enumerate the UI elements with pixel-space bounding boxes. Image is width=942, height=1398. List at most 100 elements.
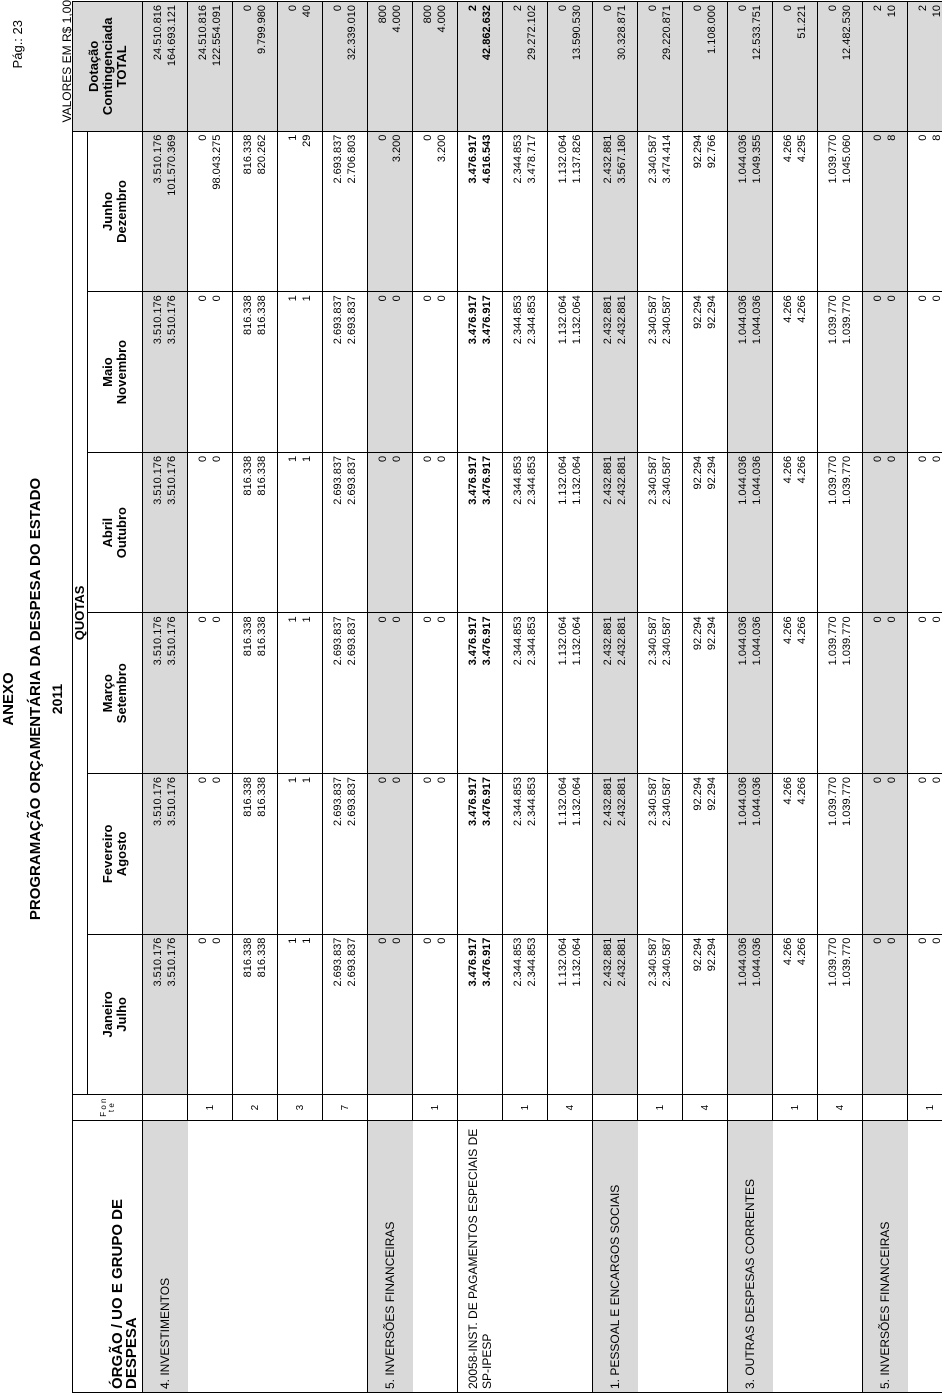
quota-value: 2.432.881 [602, 937, 614, 987]
row-label [772, 1120, 818, 1393]
quota-cell: 1.039.770 1.045.060 [817, 131, 863, 292]
quota-value: 3.510.176 [152, 937, 164, 987]
quota-value: 2.693.837 [346, 616, 358, 666]
quota-cell: 2.432.881 2.432.881 [592, 452, 638, 613]
quota-value: 0 [197, 937, 209, 944]
quota-value: 3.510.176 [152, 295, 164, 345]
total-value: 12.482.530 [841, 5, 853, 61]
total-value: 4.000 [391, 5, 403, 33]
fonte-code: 1 [907, 1094, 942, 1121]
total-cell: 2 29.272.102 [502, 1, 548, 132]
quota-value: 0 [886, 455, 898, 462]
quota-value: 29 [301, 134, 313, 147]
quota-value: 2.693.837 [346, 455, 358, 505]
quota-cell: 1.132.064 1.137.826 [547, 131, 593, 292]
quota-value: 3.474.414 [661, 134, 673, 184]
quota-cell: 3.510.176 3.510.176 [142, 773, 188, 935]
quota-value: 92.294 [706, 937, 718, 972]
quota-value: 816.338 [256, 455, 268, 496]
quota-cell: 0 98.043.275 [187, 131, 233, 292]
quota-value: 92.294 [692, 295, 704, 329]
quota-value: 0 [211, 616, 223, 623]
total-value: 0 [827, 5, 839, 12]
quotas-header: QUOTAS [72, 131, 88, 1095]
total-cell: 0 13.590.530 [547, 1, 593, 132]
quota-value: 0 [917, 616, 929, 623]
quota-value: 0 [436, 616, 448, 623]
quota-value: 3.476.917 [481, 777, 493, 826]
quota-value: 2.344.853 [526, 455, 538, 505]
quota-cell: 1.132.064 1.132.064 [547, 934, 593, 1095]
quota-value: 2.344.853 [526, 616, 538, 666]
quota-value: 0 [377, 455, 389, 462]
quota-cell: 92.294 92.294 [682, 934, 728, 1095]
row-label: 1. PESSOAL E ENCARGOS SOCIAIS [592, 1120, 638, 1393]
expense-group-row: 1. PESSOAL E ENCARGOS SOCIAIS 2.432.881 2.… [592, 1, 638, 1393]
fonte-code: 1 [412, 1094, 458, 1121]
quota-value: 0 [422, 616, 434, 623]
quota-value: 1.049.355 [751, 134, 763, 184]
total-cell: 0 40 [277, 1, 323, 132]
month-header: Março Setembro [87, 612, 143, 774]
quota-cell: 2.693.837 2.693.837 [322, 452, 368, 613]
total-value: 51.221 [796, 5, 808, 39]
total-value: 0 [782, 5, 794, 12]
org-group-header: ÓRGÃO / UO E GRUPO DE DESPESA [72, 1120, 143, 1393]
total-value: 122.554.091 [211, 5, 223, 67]
quota-value: 1.044.036 [751, 616, 763, 666]
quota-cell: 2.344.853 2.344.853 [502, 452, 548, 613]
quota-value: 820.262 [256, 134, 268, 175]
total-value: 13.590.530 [571, 5, 583, 61]
fonte-row: 4 1.039.770 1.039.770 1.039.770 1.039.770 1.0… [817, 1, 863, 1393]
total-cell: 800 4.000 [412, 1, 458, 132]
quota-value: 2.340.587 [661, 777, 673, 826]
fonte-header: F o n t e [72, 1094, 143, 1121]
total-value: 42.862.632 [481, 5, 493, 61]
quota-value: 0 [872, 295, 884, 302]
quota-value: 3.510.176 [166, 455, 178, 505]
quota-value: 0 [422, 777, 434, 784]
quota-cell: 1.044.036 1.044.036 [727, 773, 773, 935]
quota-value: 92.294 [706, 295, 718, 329]
quota-value: 0 [377, 134, 389, 141]
quota-value: 2.432.881 [616, 455, 628, 505]
total-cell: 0 51.221 [772, 1, 818, 132]
total-value: 29.272.102 [526, 5, 538, 61]
quota-cell: 1.044.036 1.044.036 [727, 934, 773, 1095]
total-cell: 0 9.799.980 [232, 1, 278, 132]
quota-value: 2.432.881 [616, 937, 628, 987]
quota-value: 92.294 [706, 616, 718, 651]
quota-value: 2.340.587 [647, 455, 659, 505]
quota-value: 1.039.770 [827, 937, 839, 987]
quota-value: 4.295 [796, 134, 808, 163]
quota-value: 4.266 [796, 777, 808, 805]
quota-value: 2.344.853 [512, 777, 524, 826]
total-cell: 0 32.339.010 [322, 1, 368, 132]
total-value: 40 [301, 5, 313, 18]
quota-value: 3.476.917 [467, 616, 479, 666]
quota-value: 1 [287, 777, 299, 784]
total-value: 1.108.000 [706, 5, 718, 54]
fonte-row: 1 0 0 0 0 0 0 0 0 0 0 0 3.200 800 4.000 [412, 1, 458, 1393]
quota-value: 1.044.036 [751, 295, 763, 345]
total-cell: 0 1.108.000 [682, 1, 728, 132]
page-number: Pág.: 23 [10, 20, 25, 69]
total-value: 2 [917, 5, 929, 12]
quota-value: 3.476.917 [467, 134, 479, 184]
quota-cell: 2.344.853 3.478.717 [502, 131, 548, 292]
quota-value: 816.338 [256, 937, 268, 978]
quota-value: 0 [436, 455, 448, 462]
quota-value: 2.340.587 [661, 455, 673, 505]
quota-value: 3.510.176 [152, 455, 164, 505]
total-value: 9.799.980 [256, 5, 268, 54]
